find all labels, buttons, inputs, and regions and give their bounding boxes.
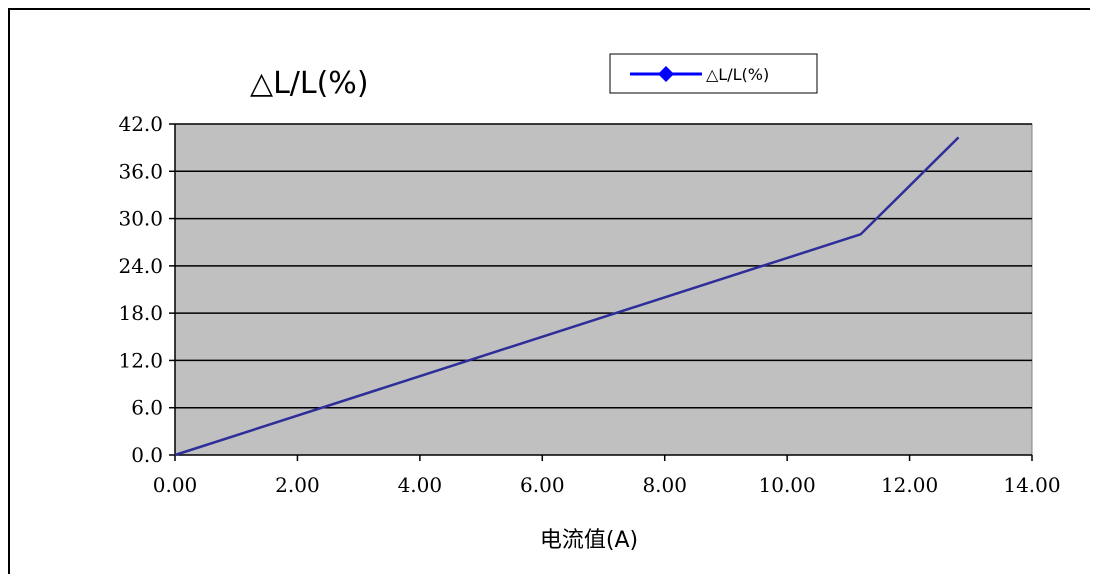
- x-tick-label: 12.00: [881, 473, 938, 497]
- legend-label: △L/L(%): [706, 65, 769, 84]
- y-tick-label: 0.0: [131, 443, 163, 467]
- x-axis-ticks: 0.00 2.00 4.00 6.00 8.00 10.00 12.00 14.00: [153, 473, 1061, 497]
- x-tick-label: 2.00: [275, 473, 320, 497]
- x-tick-label: 10.00: [759, 473, 816, 497]
- y-tick-label: 18.0: [118, 301, 163, 325]
- series-line: [174, 136, 960, 457]
- gridlines: [175, 123, 1032, 409]
- y-tick-label: 12.0: [118, 348, 163, 372]
- y-tick-label: 42.0: [118, 112, 163, 136]
- series-layer: [174, 136, 960, 457]
- plot-area: [174, 123, 1033, 456]
- y-tick-label: 36.0: [118, 159, 163, 183]
- y-tick-label: 30.0: [118, 207, 163, 231]
- x-axis-label: 电流值(A): [540, 528, 638, 553]
- legend-diamond-marker: [658, 66, 674, 82]
- x-tick-label: 6.00: [520, 473, 565, 497]
- legend: △L/L(%): [609, 53, 818, 94]
- x-tick-label: 14.00: [1003, 473, 1060, 497]
- y-axis-ticks: 0.0 6.0 12.0 18.0 24.0 30.0 36.0 42.0: [118, 112, 163, 467]
- y-tick-label: 6.0: [131, 396, 163, 420]
- axes: [169, 123, 1033, 461]
- x-tick-label: 0.00: [153, 473, 198, 497]
- y-tick-label: 24.0: [118, 254, 163, 278]
- x-tick-label: 4.00: [398, 473, 443, 497]
- x-tick-label: 8.00: [642, 473, 687, 497]
- chart-title: △L/L(%): [250, 66, 369, 101]
